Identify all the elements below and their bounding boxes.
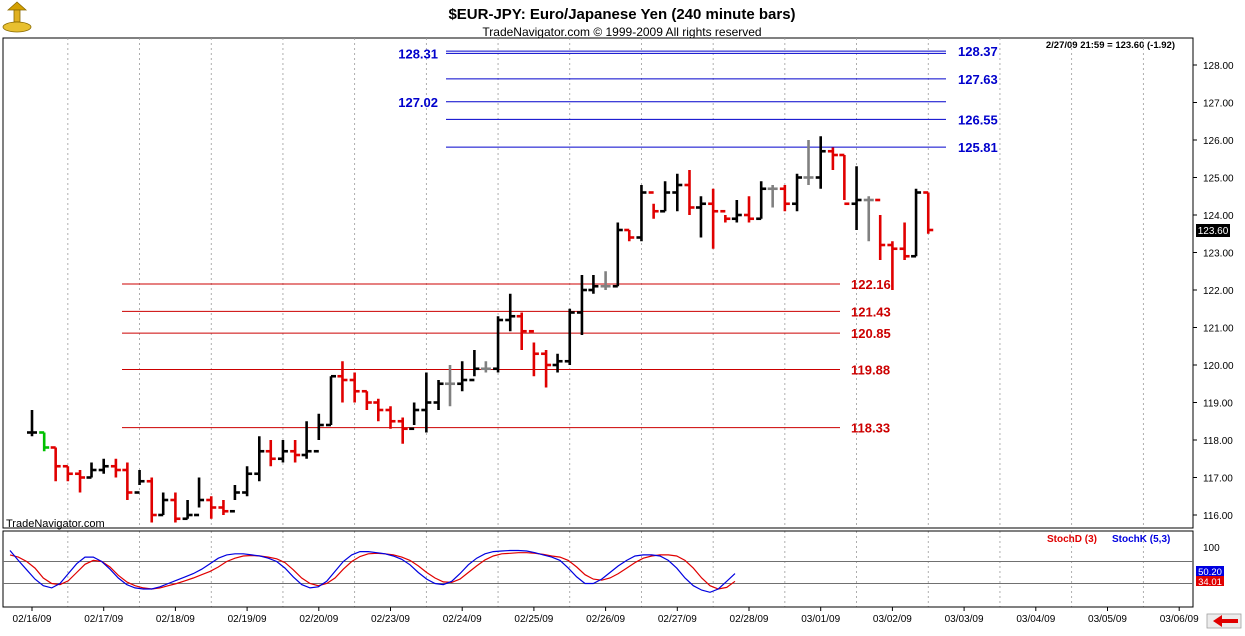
- y-tick-label: 118.00: [1203, 436, 1233, 447]
- y-tick-label: 127.00: [1203, 99, 1234, 110]
- watermark: TradeNavigator.com: [6, 518, 105, 530]
- y-tick-label: 120.00: [1203, 361, 1234, 372]
- x-tick-label: 02/23/09: [371, 614, 410, 625]
- y-tick-label: 122.00: [1203, 286, 1234, 297]
- support-level-label: 121.43: [851, 304, 891, 319]
- y-tick-label: 116.00: [1203, 511, 1233, 522]
- y-tick-label: 126.00: [1203, 136, 1234, 147]
- stochD-value-tag: 34.01: [1196, 576, 1224, 588]
- price-bars: [27, 136, 934, 523]
- last-price-tag: 123.60: [1196, 224, 1230, 237]
- support-level-label: 119.88: [851, 363, 890, 378]
- y-tick-label: 128.00: [1203, 61, 1234, 72]
- chart-title: $EUR-JPY: Euro/Japanese Yen (240 minute …: [448, 6, 795, 23]
- stochK-value-tag: 50.20: [1196, 566, 1224, 578]
- x-tick-label: 02/17/09: [84, 614, 123, 625]
- legend-stochD: StochD (3): [1047, 534, 1097, 545]
- x-tick-label: 03/04/09: [1016, 614, 1055, 625]
- x-tick-label: 03/02/09: [873, 614, 912, 625]
- stochK-line: [9, 549, 736, 593]
- support-level-label: 118.33: [851, 421, 890, 436]
- support-level-label: 120.85: [851, 326, 891, 341]
- y-tick-label: 119.00: [1203, 399, 1233, 410]
- y-tick-label: 123.00: [1203, 249, 1234, 260]
- support-level-label: 122.16: [851, 277, 891, 292]
- x-tick-label: 02/26/09: [586, 614, 625, 625]
- x-tick-label: 02/25/09: [514, 614, 553, 625]
- price-plot-area: [2, 37, 1194, 529]
- price-panel: 116.00 117.00 118.00 119.00 120.00 121.00 122.…: [2, 37, 1234, 607]
- legend-stochK: StochK (5,3): [1112, 534, 1170, 545]
- x-tick-label: 03/06/09: [1160, 614, 1199, 625]
- resistance-level-label: 128.37: [958, 44, 998, 59]
- y-tick-label: 121.00: [1203, 324, 1234, 335]
- x-tick-label: 03/01/09: [801, 614, 840, 625]
- stoch-plot-area: [2, 530, 1194, 608]
- y-tick-label: 117.00: [1203, 474, 1233, 485]
- resistance-level-label: 127.02: [398, 95, 438, 110]
- tradenavigator-logo: [2, 1, 32, 33]
- x-tick-label: 02/19/09: [228, 614, 267, 625]
- x-tick-label: 02/20/09: [299, 614, 338, 625]
- x-tick-label: 02/28/09: [730, 614, 769, 625]
- stoch-tick-100: 100: [1203, 543, 1220, 554]
- fibonacci-levels: 128.31 128.37 127.63 127.02 126.55 125.81 122.…: [122, 44, 998, 436]
- stoch-lines: [9, 549, 736, 593]
- x-tick-label: 03/03/09: [945, 614, 984, 625]
- quote-readout: 2/27/09 21:59 = 123.60 (-1.92): [1046, 40, 1175, 51]
- resistance-level-label: 125.81: [958, 140, 998, 155]
- x-tick-label: 02/24/09: [443, 614, 482, 625]
- scroll-right-arrow[interactable]: [1206, 613, 1242, 629]
- stochD-value: 34.01: [1198, 577, 1222, 588]
- stochastic-panel: StochD (3) StochK (5,3) 100 50.20 34.01: [2, 530, 1224, 608]
- stoch-gridlines: [3, 561, 1193, 584]
- x-tick-label: 02/16/09: [13, 614, 52, 625]
- price-axis: 116.00 117.00 118.00 119.00 120.00 121.00 122.…: [1193, 61, 1234, 522]
- date-axis: 02/16/09 02/17/09 02/18/09 02/19/09 02/20/09…: [13, 607, 1199, 625]
- resistance-level-label: 126.55: [958, 112, 998, 127]
- x-tick-label: 02/27/09: [658, 614, 697, 625]
- x-tick-label: 03/05/09: [1088, 614, 1127, 625]
- stochK-value: 50.20: [1198, 567, 1222, 578]
- last-price-label: 123.60: [1198, 226, 1229, 237]
- y-tick-label: 124.00: [1203, 211, 1234, 222]
- resistance-level-label: 128.31: [398, 46, 438, 61]
- stochD-line: [9, 552, 736, 590]
- x-tick-label: 02/18/09: [156, 614, 195, 625]
- copyright-text: TradeNavigator.com © 1999-2009 All right…: [482, 25, 761, 39]
- resistance-level-label: 127.63: [958, 72, 998, 87]
- y-tick-label: 125.00: [1203, 174, 1234, 185]
